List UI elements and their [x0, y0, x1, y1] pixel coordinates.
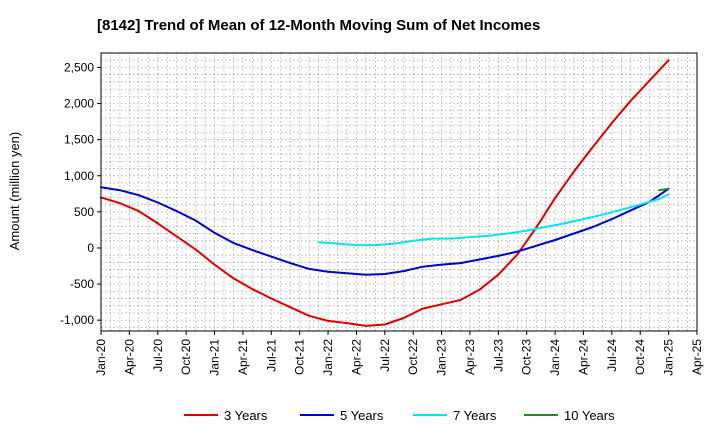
x-tick-label: Jul-20: [151, 339, 165, 372]
series-line-10-years: [658, 187, 670, 192]
y-tick-label: 0: [87, 241, 94, 255]
legend-label: 10 Years: [564, 408, 615, 423]
y-axis-label: Amount (million yen): [7, 132, 22, 251]
x-tick-label: Apr-25: [690, 339, 704, 375]
x-tick-label: Apr-23: [463, 339, 477, 375]
x-tick-label: Jul-21: [264, 339, 278, 372]
x-tick-label: Jan-25: [662, 339, 676, 376]
x-tick-label: Apr-20: [122, 339, 136, 375]
legend-item-10-years: 10 Years: [524, 408, 615, 423]
legend: 3 Years 5 Years 7 Years 10 Years: [184, 408, 615, 423]
series-line-5-years: [100, 186, 670, 276]
x-tick-label: Apr-22: [349, 339, 363, 375]
x-tick-label: Oct-23: [520, 339, 534, 375]
x-tick-label: Jul-22: [378, 339, 392, 372]
x-tick-label: Jan-22: [321, 339, 335, 376]
x-tick-label: Jan-24: [548, 339, 562, 376]
x-tick-label: Oct-20: [179, 339, 193, 375]
x-tick-label: Jan-21: [208, 339, 222, 376]
x-tick-label: Jul-24: [605, 339, 619, 372]
x-tick-label: Oct-24: [633, 339, 647, 375]
frame-layer: [100, 52, 698, 332]
y-tick-label: 500: [74, 205, 94, 219]
y-tick-label: 2,500: [64, 60, 94, 74]
legend-label: 3 Years: [224, 408, 268, 423]
plot-background: [101, 53, 697, 331]
y-tick-labels: -1,000 -500 0 500 1,000 1,500 2,000 2,500: [60, 60, 101, 327]
x-tick-label: Oct-21: [293, 339, 307, 375]
legend-item-3-years: 3 Years: [184, 408, 268, 423]
chart-title: [8142] Trend of Mean of 12-Month Moving …: [97, 17, 540, 34]
y-tick-label: 1,000: [64, 169, 94, 183]
legend-label: 7 Years: [453, 408, 497, 423]
legend-item-5-years: 5 Years: [300, 408, 384, 423]
plot-frame: [100, 52, 698, 332]
y-tick-label: 2,000: [64, 97, 94, 111]
y-tick-label: -1,000: [60, 313, 94, 327]
series-line-3-years: [100, 59, 670, 327]
x-tick-label: Apr-21: [236, 339, 250, 375]
x-tick-label: Apr-24: [577, 339, 591, 375]
legend-label: 5 Years: [340, 408, 384, 423]
legend-item-7-years: 7 Years: [413, 408, 497, 423]
x-tick-labels: Jan-20 Apr-20 Jul-20 Oct-20 Jan-21 Apr-21 Jul-…: [94, 331, 704, 376]
y-tick-label: 1,500: [64, 133, 94, 147]
series-line-7-years: [317, 193, 670, 247]
x-tick-label: Jul-23: [491, 339, 505, 372]
x-tick-label: Oct-22: [406, 339, 420, 375]
x-tick-label: Jan-23: [435, 339, 449, 376]
y-tick-label: -500: [70, 277, 94, 291]
plot-area: [101, 53, 697, 331]
x-tick-label: Jan-20: [94, 339, 108, 376]
series-layer: [100, 59, 670, 327]
